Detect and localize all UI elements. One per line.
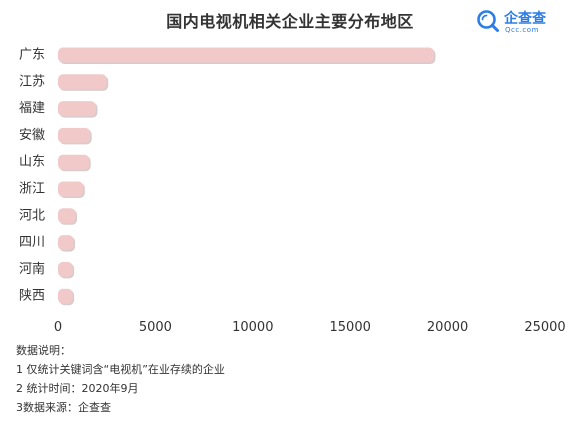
- category-label: 河北: [19, 208, 45, 223]
- x-tick-label: 15000: [330, 320, 371, 335]
- logo-name: 企查查: [504, 11, 546, 27]
- x-tick-label: 10000: [232, 320, 273, 335]
- bar: [58, 47, 434, 63]
- chart-title: 国内电视机相关企业主要分布地区: [166, 12, 414, 31]
- bar: [58, 261, 73, 277]
- bar: [58, 74, 107, 90]
- notes-line-1: 1 仅统计关键词含“电视机”在业存续的企业: [16, 363, 225, 376]
- qcc-logo: 企查查 Qcc.com: [476, 8, 576, 38]
- category-label: 江苏: [19, 73, 45, 89]
- bar: [58, 288, 73, 304]
- category-label: 陕西: [19, 289, 45, 304]
- category-label: 广东: [19, 48, 45, 63]
- magnifier-icon: [477, 10, 499, 32]
- bar: [58, 101, 96, 117]
- notes-line-3: 3数据来源：企查查: [16, 401, 111, 414]
- x-tick-label: 0: [54, 320, 62, 335]
- notes-heading: 数据说明：: [16, 344, 71, 357]
- x-tick-label: 25000: [524, 320, 565, 335]
- category-label: 福建: [19, 101, 45, 116]
- bar: [58, 181, 84, 197]
- bar: [58, 235, 74, 251]
- category-label: 浙江: [19, 182, 45, 197]
- x-tick-label: 20000: [427, 320, 468, 335]
- category-label: 山东: [19, 155, 45, 170]
- bar: [58, 154, 90, 170]
- category-label: 安徽: [19, 128, 45, 143]
- logo-domain: Qcc.com: [505, 26, 539, 34]
- bar: [58, 127, 91, 143]
- bar: [58, 208, 76, 224]
- x-tick-label: 5000: [139, 320, 172, 335]
- data-notes: 数据说明： 1 仅统计关键词含“电视机”在业存续的企业 2 统计时间：2020年…: [16, 341, 225, 417]
- category-label: 四川: [19, 235, 45, 250]
- category-label: 河南: [19, 261, 45, 277]
- notes-line-2: 2 统计时间：2020年9月: [16, 382, 139, 395]
